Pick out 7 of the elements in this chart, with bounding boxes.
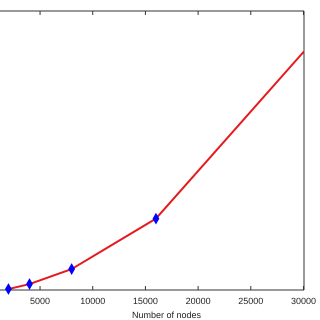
x-tick-label: 30000 [290, 296, 316, 306]
x-tick-label: 10000 [80, 296, 106, 306]
x-tick-label: 5000 [30, 296, 50, 306]
x-tick-label: 20000 [186, 296, 211, 306]
x-tick-label: 25000 [238, 296, 264, 306]
x-tick-label: 15000 [132, 296, 158, 306]
x-axis-title: Number of nodes [132, 310, 202, 320]
